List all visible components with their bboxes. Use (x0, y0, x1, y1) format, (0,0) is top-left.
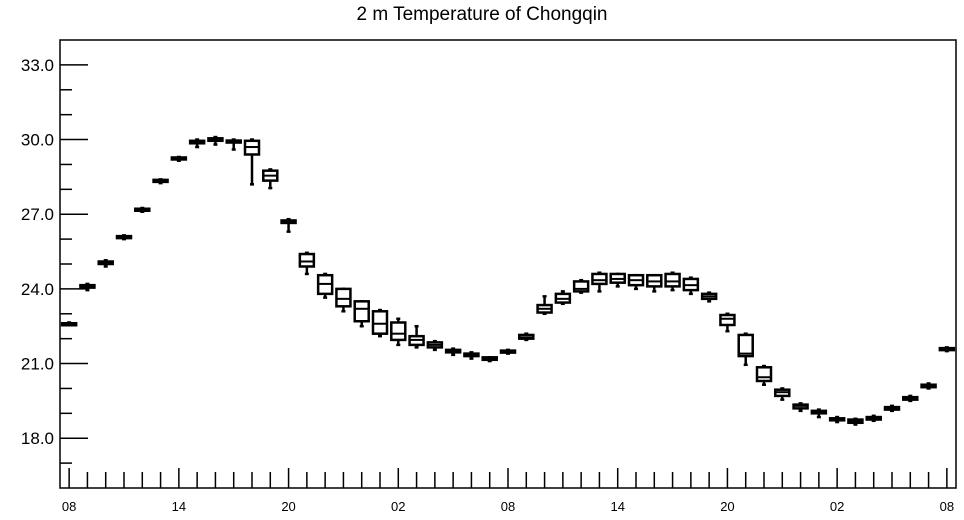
x-tick-label: 14 (610, 499, 624, 514)
box-iqr (737, 333, 754, 358)
box-group (591, 271, 608, 293)
x-tick-label: 20 (720, 499, 734, 514)
y-tick-label: 33.0 (21, 56, 54, 75)
box-group (170, 155, 188, 162)
box-group (390, 317, 407, 347)
box-iqr (298, 252, 316, 268)
box-group (883, 404, 901, 413)
box-iqr (335, 287, 352, 308)
box-group (700, 291, 718, 303)
box-group (188, 138, 206, 149)
y-tick-label: 30.0 (21, 131, 54, 150)
box-group (847, 417, 864, 426)
box-group (828, 415, 846, 424)
box-group (353, 300, 370, 328)
box-iqr (371, 310, 389, 335)
x-tick-label: 08 (940, 499, 954, 514)
x-tick-label: 08 (62, 499, 76, 514)
plot-frame (59, 39, 957, 489)
y-tick-label: 27.0 (21, 205, 54, 224)
box-group (518, 332, 535, 342)
x-tick-label: 02 (391, 499, 405, 514)
box-iqr (755, 366, 773, 383)
box-group (335, 287, 352, 313)
box-group (316, 272, 334, 299)
box-group (554, 290, 572, 306)
box-group (572, 278, 590, 294)
x-tick-label: 08 (501, 499, 515, 514)
box-group (810, 408, 828, 419)
box-group (134, 206, 151, 213)
box-group (755, 364, 773, 386)
box-group (865, 414, 882, 423)
box-group (207, 135, 224, 146)
box-iqr (664, 272, 681, 288)
y-tick-label: 21.0 (21, 355, 54, 374)
y-tick-label: 24.0 (21, 280, 54, 299)
box-group (408, 324, 425, 349)
box-group (682, 276, 700, 296)
box-group (719, 312, 736, 333)
box-group (627, 273, 645, 291)
box-group (938, 346, 956, 353)
box-group (280, 217, 297, 233)
box-group (902, 394, 919, 403)
y-axis: 18.0 21.0 24.0 27.0 30.0 33.0 (21, 56, 88, 464)
box-group (262, 168, 279, 190)
y-tick-label: 18.0 (21, 429, 54, 448)
box-group (609, 272, 626, 288)
box-group (920, 382, 937, 390)
box-iqr (719, 313, 736, 327)
box-group (664, 271, 681, 292)
box-iqr (572, 280, 590, 293)
box-group (97, 259, 114, 268)
chart-title: 2 m Temperature of Chongqin (356, 4, 608, 25)
box-group (737, 332, 754, 367)
box-group (646, 273, 663, 293)
box-group (115, 234, 133, 241)
x-tick-label: 14 (172, 499, 186, 514)
box-group (499, 348, 517, 355)
box-group (774, 387, 791, 401)
box-group (463, 351, 480, 360)
box-group (60, 321, 78, 327)
box-iqr (591, 272, 608, 286)
x-tick-label: 02 (830, 499, 844, 514)
box-series (60, 135, 956, 426)
box-group (792, 402, 809, 413)
box-group (426, 339, 444, 352)
box-group (152, 178, 169, 185)
box-group (481, 356, 498, 363)
box-iqr (390, 321, 407, 342)
box-group (444, 347, 462, 357)
box-group (371, 308, 389, 338)
box-group (79, 282, 96, 292)
box-group (225, 138, 242, 151)
box-group (243, 138, 261, 186)
x-tick-label: 20 (281, 499, 295, 514)
box-group (536, 295, 553, 316)
box-group (298, 251, 316, 276)
box-iqr (353, 300, 370, 323)
x-axis: 08 14 20 02 08 14 20 02 08 (62, 468, 954, 514)
